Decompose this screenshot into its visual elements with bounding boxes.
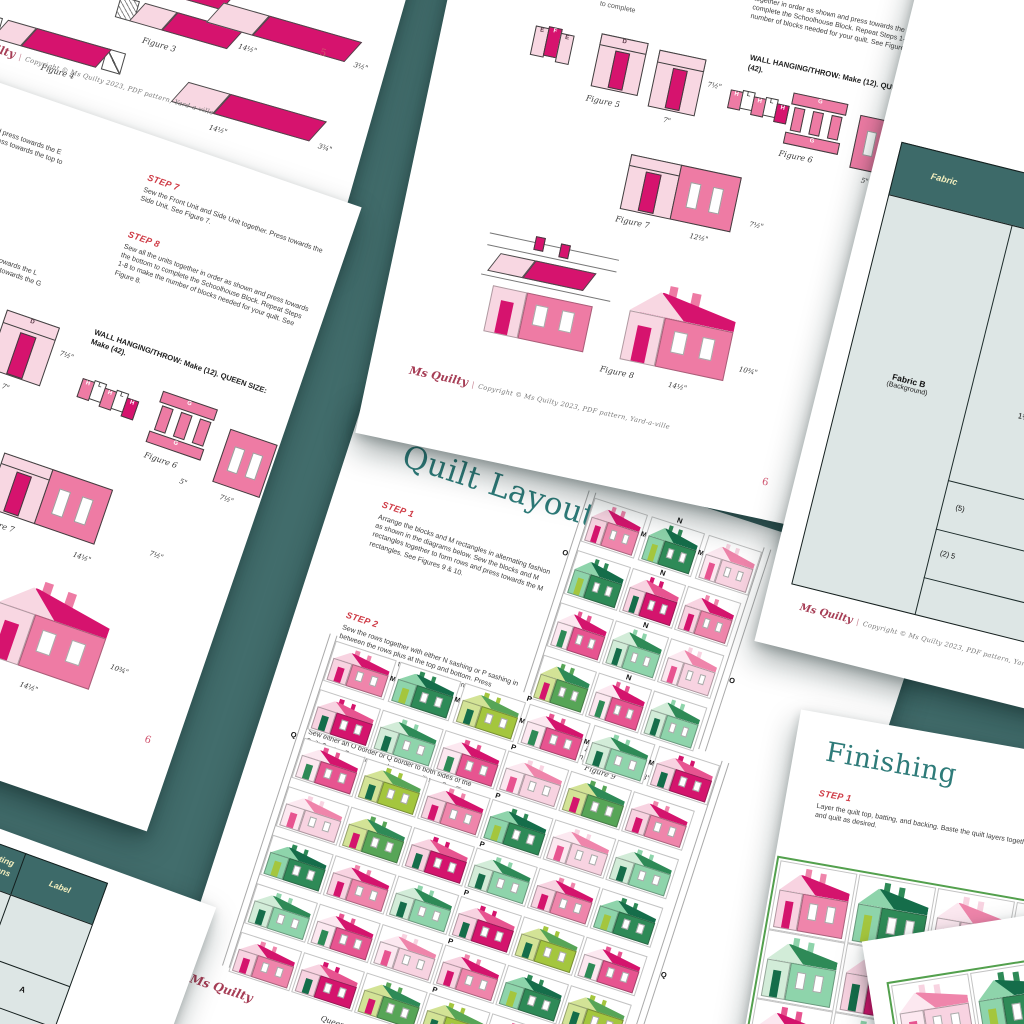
dim: 7½" xyxy=(148,549,165,562)
dim: 10¾" xyxy=(738,365,759,377)
dim: 7½" xyxy=(58,349,75,362)
step1-text: Arrange the blocks and M rectangles in a… xyxy=(368,513,551,594)
dim-3quarter: 3¾" xyxy=(316,142,334,154)
fabric-name-cell: Fabric B (Background) xyxy=(885,371,929,398)
dim: 12½" xyxy=(688,232,709,244)
d-unit: D xyxy=(0,309,61,387)
dim: 7" xyxy=(0,382,11,393)
page-title: Finishing xyxy=(823,736,960,791)
dim: 14½" xyxy=(71,550,93,565)
figure6-caption: Figure 6 xyxy=(777,148,814,165)
d-unit-dims xyxy=(647,49,707,117)
figure6-caption: Figure 6 xyxy=(142,450,179,471)
figure7-caption: Figure 7 xyxy=(0,514,16,535)
dim: 14½" xyxy=(667,380,688,393)
step1-text: Layer the quilt top, batting, and backin… xyxy=(814,802,1024,848)
copyright-line: Copyright © Ms Quilty 2023, PDF pattern,… xyxy=(477,382,671,431)
step7-text: Sew the Front Unit and Side Unit togethe… xyxy=(139,186,324,255)
dim: 7½" xyxy=(748,220,765,232)
step1-label: STEP 1 xyxy=(818,787,853,804)
figure8-caption: Figure 8 xyxy=(599,364,635,381)
step8-text: Sew all the units together in order as s… xyxy=(113,243,310,328)
dim-14half-b: 14½" xyxy=(207,123,229,137)
step6-text: Sew (2) G rectangles and (2) L rectangle… xyxy=(0,188,42,289)
figure3-caption: Figure 3 xyxy=(141,35,177,54)
page-number: 6 xyxy=(760,476,770,489)
finishing-quilt-b xyxy=(886,918,1024,1024)
figure7-caption: Figure 7 xyxy=(614,214,651,231)
dim-3half: 3½" xyxy=(352,60,369,73)
table-header-label: Fabric xyxy=(929,171,959,188)
cut-cell-1: (5) xyxy=(954,502,966,514)
dim: 7½" xyxy=(706,80,723,92)
dim: 14½" xyxy=(18,680,40,695)
dim: 10¾" xyxy=(109,662,130,677)
d-unit: D xyxy=(590,33,649,97)
cut-cell-2: (2) 5 xyxy=(939,548,957,561)
figure8-house xyxy=(614,273,746,385)
figure8-exploded xyxy=(478,229,620,360)
page-number: 5 xyxy=(318,47,328,60)
yardage-cell: 1⅛ Yards xyxy=(1016,411,1024,428)
dim: 7" xyxy=(662,116,672,126)
ms-quilty-logo: Ms Quilty xyxy=(408,363,470,389)
dim-14half: 14½" xyxy=(237,42,258,56)
dim: 5" xyxy=(178,477,189,488)
figure8-house xyxy=(0,563,124,694)
dim: 7½" xyxy=(218,493,235,506)
page-number: 6 xyxy=(142,734,153,747)
figure5-caption: Figure 5 xyxy=(585,93,621,110)
left-text-fragment: in the to complete xyxy=(599,0,636,15)
ms-quilty-logo: Ms Quilty xyxy=(798,602,854,626)
window-unit xyxy=(212,428,278,498)
